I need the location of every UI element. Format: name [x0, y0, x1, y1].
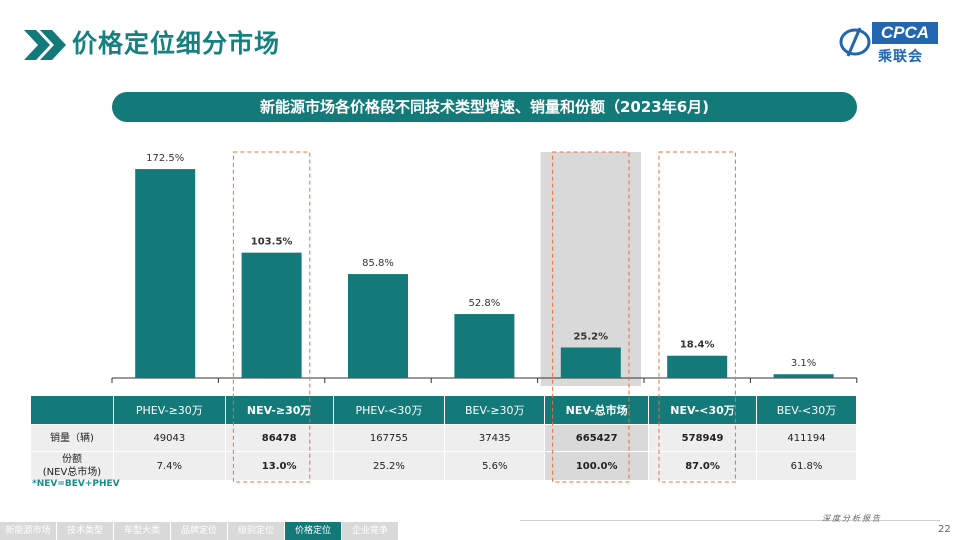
data-label: 52.8%	[469, 298, 501, 309]
table-cell: 578949	[648, 424, 757, 452]
nav-item[interactable]: 级别定位	[228, 522, 284, 540]
column-header: NEV-≥30万	[224, 395, 334, 425]
page-number: 22	[938, 524, 951, 535]
footnote: *NEV=BEV+PHEV	[32, 479, 120, 489]
row-label: 份额 (NEV总市场)	[30, 451, 114, 481]
table-cell: 13.0%	[224, 451, 334, 481]
table-cell: 37435	[444, 424, 546, 452]
column-header: NEV-总市场	[544, 395, 650, 425]
table-cell: 411194	[755, 424, 858, 452]
bar	[560, 347, 621, 378]
table-row: 销量（辆) 49043 86478 167755 37435 665427 578949 41…	[30, 424, 858, 452]
nav-item[interactable]: 车型大类	[114, 522, 170, 540]
footer-divider	[520, 520, 940, 521]
nav-item[interactable]: 品牌定位	[171, 522, 227, 540]
table-cell: 100.0%	[544, 451, 650, 481]
logo-cn: 乘联会	[878, 49, 923, 65]
column-header: PHEV-≥30万	[113, 395, 226, 425]
bar	[773, 374, 834, 378]
column-header: NEV-<30万	[648, 395, 757, 425]
table-cell: 7.4%	[113, 451, 226, 481]
table-cell: 86478	[224, 424, 334, 452]
table-cell: 167755	[332, 424, 446, 452]
bar	[241, 252, 302, 378]
chevron-arrows-icon	[24, 30, 66, 60]
data-label: 25.2%	[573, 331, 608, 342]
column-header: BEV-<30万	[755, 395, 858, 425]
table-corner	[30, 395, 114, 425]
table-row: 份额 (NEV总市场) 7.4% 13.0% 25.2% 5.6% 100.0% 87.0%…	[30, 451, 858, 481]
table-header-row: PHEV-≥30万 NEV-≥30万 PHEV-<30万 BEV-≥30万 NEV-总市…	[30, 395, 858, 425]
nav-item[interactable]: 新能源市场	[0, 522, 56, 540]
report-label: 深度分析报告	[822, 514, 882, 523]
data-table: PHEV-≥30万 NEV-≥30万 PHEV-<30万 BEV-≥30万 NEV-总市…	[30, 395, 858, 481]
table-cell: 25.2%	[332, 451, 446, 481]
table-cell: 665427	[544, 424, 650, 452]
data-label: 103.5%	[251, 237, 293, 248]
data-label: 3.1%	[791, 358, 816, 369]
table-cell: 87.0%	[648, 451, 757, 481]
bar	[348, 274, 408, 378]
nav-item[interactable]: 技术类型	[57, 522, 113, 540]
section-nav: 新能源市场 技术类型 车型大类 品牌定位 级别定位 价格定位 企业竞争	[0, 522, 400, 540]
bar-chart: 172.5% 103.5% 85.8% 52.8% 25.2% 18.4% 3.1%	[111, 152, 858, 386]
bar	[135, 169, 196, 378]
chart-banner-title: 新能源市场各价格段不同技术类型增速、销量和份额（2023年6月)	[112, 92, 857, 122]
nav-item[interactable]: 企业竞争	[342, 522, 398, 540]
cpca-logo: CPCA 乘联会	[838, 20, 938, 66]
bar	[454, 314, 515, 378]
table-cell: 61.8%	[755, 451, 858, 481]
bar	[667, 355, 728, 378]
column-header: PHEV-<30万	[332, 395, 446, 425]
logo-emblem-icon	[839, 27, 871, 57]
logo-brand: CPCA	[872, 22, 938, 44]
column-header: BEV-≥30万	[444, 395, 546, 425]
table-cell: 5.6%	[444, 451, 546, 481]
row-label: 销量（辆)	[30, 424, 114, 452]
nav-item[interactable]: 价格定位	[285, 522, 341, 540]
data-label: 18.4%	[680, 340, 715, 351]
page-title: 价格定位细分市场	[72, 29, 281, 58]
data-label: 172.5%	[146, 153, 184, 164]
data-label: 85.8%	[362, 258, 394, 269]
table-cell: 49043	[113, 424, 226, 452]
